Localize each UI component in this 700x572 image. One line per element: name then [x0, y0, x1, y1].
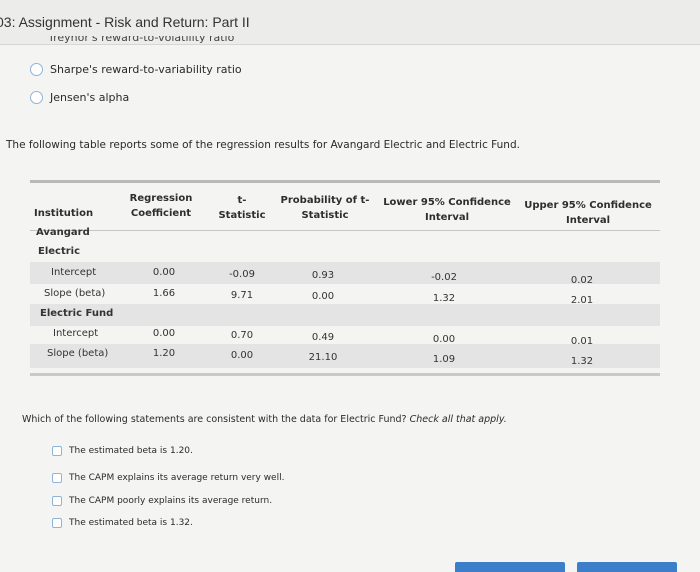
checkbox-icon[interactable] [52, 473, 62, 483]
header-upper-ci: Upper 95% Confidence Interval [524, 200, 652, 226]
question-text: Which of the following statements are co… [22, 414, 507, 425]
checkbox-icon[interactable] [52, 518, 62, 528]
table-intro: The following table reports some of the … [6, 139, 520, 151]
row-label: Slope (beta) [44, 288, 106, 299]
option-treynor-cutoff[interactable]: Treynor's reward-to-volatility ratio [48, 36, 235, 44]
header-probability: Probability of t- Statistic [280, 195, 370, 221]
option-sharpe[interactable]: Sharpe's reward-to-variability ratio [30, 63, 242, 76]
radio-icon[interactable] [30, 91, 43, 104]
cell-coef: 0.00 [152, 328, 176, 339]
table-bottom-rule [30, 373, 660, 376]
cell-up: 0.01 [570, 336, 594, 347]
question-hint: Check all that apply. [409, 414, 507, 425]
cell-low: 0.00 [432, 334, 456, 345]
row-label: Intercept [53, 328, 99, 339]
option-label: Jensen's alpha [50, 91, 130, 104]
action-button-left[interactable] [455, 562, 565, 572]
choice-label: The CAPM explains its average return ver… [69, 473, 285, 483]
cell-up: 0.02 [570, 275, 594, 286]
cell-up: 1.32 [570, 356, 594, 367]
checkbox-icon[interactable] [52, 496, 62, 506]
cell-low: 1.32 [432, 293, 456, 304]
cell-t: 0.70 [230, 330, 254, 341]
cell-t: 9.71 [230, 290, 254, 301]
group-avangard-line2: Electric [38, 246, 81, 257]
choice-beta-1-32[interactable]: The estimated beta is 1.32. [52, 518, 193, 528]
group-electric-fund: Electric Fund [40, 308, 114, 319]
row-label: Intercept [51, 267, 97, 278]
page-title: 03: Assignment - Risk and Return: Part I… [0, 14, 250, 30]
cell-t: -0.09 [229, 269, 255, 280]
cell-p: 21.10 [308, 352, 338, 363]
choice-capm-explains-poorly[interactable]: The CAPM poorly explains its average ret… [52, 496, 272, 506]
group-avangard-line1: Avangard [36, 227, 90, 238]
choice-label: The CAPM poorly explains its average ret… [69, 496, 273, 506]
header-coefficient: Regression Coefficient [129, 193, 193, 219]
cell-p: 0.49 [311, 332, 335, 343]
cell-low: 1.09 [432, 354, 456, 365]
choice-label: The estimated beta is 1.32. [69, 518, 193, 528]
header-institution: Institution [34, 208, 94, 219]
choice-capm-explains-well[interactable]: The CAPM explains its average return ver… [52, 473, 284, 483]
checkbox-icon[interactable] [52, 446, 62, 456]
table-row [30, 344, 660, 368]
option-jensen[interactable]: Jensen's alpha [30, 91, 129, 104]
cell-coef: 1.66 [152, 288, 176, 299]
row-label: Slope (beta) [47, 348, 109, 359]
question-main: Which of the following statements are co… [22, 414, 407, 425]
cell-p: 0.93 [311, 270, 335, 281]
assignment-header: 03: Assignment - Risk and Return: Part I… [0, 0, 700, 45]
choice-label: The estimated beta is 1.20. [69, 446, 193, 456]
header-t-statistic: t- Statistic [218, 195, 266, 221]
cell-low: -0.02 [431, 272, 457, 283]
action-button-right[interactable] [577, 562, 677, 572]
radio-icon[interactable] [30, 63, 43, 76]
cell-p: 0.00 [311, 291, 335, 302]
cell-t: 0.00 [230, 350, 254, 361]
header-rule [30, 230, 660, 231]
header-lower-ci: Lower 95% Confidence Interval [383, 197, 511, 223]
choice-beta-1-20[interactable]: The estimated beta is 1.20. [52, 446, 193, 456]
table-top-rule [30, 180, 660, 183]
cell-coef: 1.20 [152, 348, 176, 359]
option-label: Sharpe's reward-to-variability ratio [50, 63, 242, 76]
table-row [30, 262, 660, 284]
cell-up: 2.01 [570, 295, 594, 306]
group-band [30, 304, 660, 326]
cell-coef: 0.00 [152, 267, 176, 278]
